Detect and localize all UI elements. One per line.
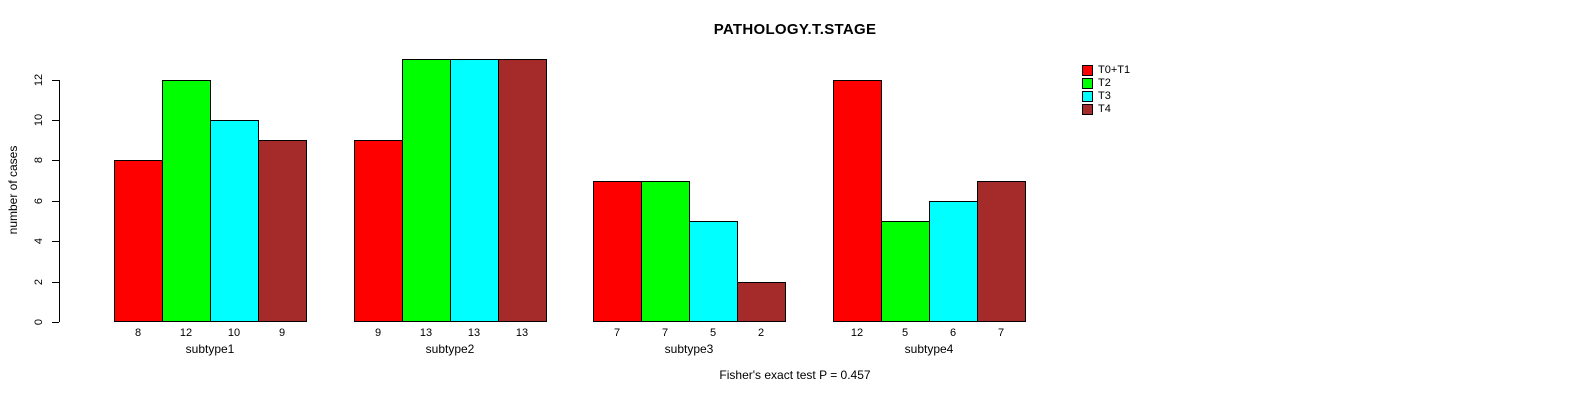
- bar-value-label: 12: [179, 327, 193, 339]
- bar-value-label: 5: [901, 327, 909, 339]
- legend: T0+T1 T2 T3 T4: [1082, 64, 1130, 116]
- bar-t3-subtype1: [210, 120, 259, 322]
- y-axis-tick-label: 6: [33, 197, 45, 205]
- legend-item-t3: T3: [1082, 90, 1130, 103]
- bar-t3-subtype2: [450, 59, 499, 322]
- y-axis-tick: [52, 160, 59, 161]
- bar-value-label: 13: [467, 327, 481, 339]
- bar-t3-subtype3: [689, 221, 738, 322]
- y-axis-tick: [52, 120, 59, 121]
- y-axis-tick-label: 0: [33, 318, 45, 326]
- bar-value-label: 7: [613, 327, 621, 339]
- x-axis-group-label: subtype4: [904, 342, 954, 356]
- bar-t0t1-subtype2: [354, 140, 403, 322]
- bar-t2-subtype3: [641, 181, 690, 322]
- y-axis-tick-label: 8: [33, 156, 45, 164]
- legend-item-t0t1: T0+T1: [1082, 64, 1130, 77]
- y-axis-tick: [52, 80, 59, 81]
- bar-value-label: 9: [278, 327, 286, 339]
- bar-t2-subtype1: [162, 80, 211, 322]
- bar-value-label: 2: [757, 327, 765, 339]
- y-axis-line: [59, 80, 60, 322]
- bar-value-label: 12: [850, 327, 864, 339]
- legend-swatch: [1082, 91, 1093, 102]
- legend-label: T3: [1098, 90, 1111, 102]
- bar-t4-subtype1: [258, 140, 307, 322]
- y-axis-tick-label: 10: [33, 113, 45, 127]
- fisher-test-annotation: Fisher's exact test P = 0.457: [719, 368, 871, 382]
- bar-t0t1-subtype1: [114, 160, 163, 322]
- bar-t4-subtype2: [498, 59, 547, 322]
- y-axis-tick-label: 2: [33, 278, 45, 286]
- y-axis-tick-label: 12: [33, 73, 45, 87]
- legend-swatch: [1082, 78, 1093, 89]
- x-axis-group-label: subtype2: [425, 342, 475, 356]
- bar-t3-subtype4: [929, 201, 978, 322]
- x-axis-group-label: subtype3: [664, 342, 714, 356]
- legend-label: T2: [1098, 77, 1111, 89]
- bar-value-label: 6: [949, 327, 957, 339]
- bar-value-label: 8: [134, 327, 142, 339]
- bar-t4-subtype4: [977, 181, 1026, 322]
- y-axis-tick: [52, 322, 59, 323]
- y-axis-tick: [52, 201, 59, 202]
- bar-value-label: 7: [997, 327, 1005, 339]
- x-axis-group-label: subtype1: [185, 342, 235, 356]
- bar-t0t1-subtype4: [833, 80, 882, 322]
- bar-t4-subtype3: [737, 282, 786, 322]
- y-axis-tick-label: 4: [33, 237, 45, 245]
- y-axis-title: number of cases: [6, 145, 20, 235]
- bar-t0t1-subtype3: [593, 181, 642, 322]
- bar-value-label: 5: [709, 327, 717, 339]
- chart-title: PATHOLOGY.T.STAGE: [713, 21, 877, 38]
- legend-label: T4: [1098, 103, 1111, 115]
- legend-swatch: [1082, 104, 1093, 115]
- y-axis-tick: [52, 282, 59, 283]
- legend-item-t4: T4: [1082, 103, 1130, 116]
- bar-t2-subtype2: [402, 59, 451, 322]
- bar-value-label: 13: [419, 327, 433, 339]
- legend-label: T0+T1: [1098, 64, 1131, 76]
- bar-value-label: 7: [661, 327, 669, 339]
- y-axis-tick: [52, 241, 59, 242]
- bar-t2-subtype4: [881, 221, 930, 322]
- bar-value-label: 13: [515, 327, 529, 339]
- bar-value-label: 9: [374, 327, 382, 339]
- legend-item-t2: T2: [1082, 77, 1130, 90]
- bar-value-label: 10: [227, 327, 241, 339]
- legend-swatch: [1082, 65, 1093, 76]
